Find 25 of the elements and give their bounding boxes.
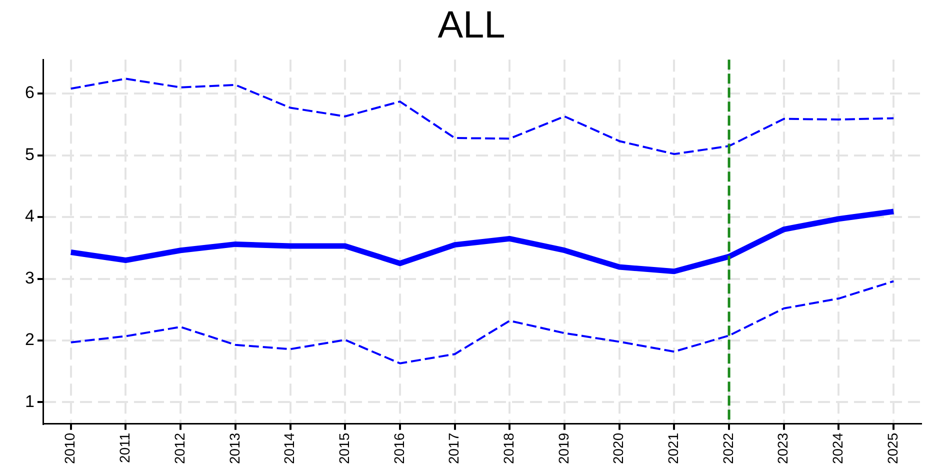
chart-title: ALL — [438, 4, 506, 46]
x-tick-label: 2015 — [336, 432, 352, 464]
x-tick-label: 2010 — [62, 432, 78, 464]
x-tick-label: 2020 — [610, 432, 626, 464]
x-tick-label: 2017 — [446, 432, 462, 464]
x-tick-label: 2011 — [116, 432, 133, 463]
x-tick-label: 2019 — [555, 432, 572, 464]
y-tick-label: 3 — [24, 268, 34, 288]
y-tick-label: 5 — [24, 144, 34, 164]
x-tick-label: 2025 — [884, 432, 900, 464]
y-tick-label: 1 — [24, 392, 34, 411]
x-tick-label: 2013 — [226, 432, 242, 464]
x-tick-label: 2024 — [830, 432, 846, 464]
x-tick-label: 2023 — [774, 432, 791, 464]
x-tick-label: 2022 — [720, 432, 736, 464]
x-tick-label: 2018 — [500, 432, 517, 464]
y-tick-label: 6 — [24, 83, 34, 102]
x-tick-label: 2012 — [171, 432, 188, 464]
line-series — [70, 280, 895, 364]
x-tick-label: 2021 — [665, 432, 682, 464]
y-tick-label: 4 — [24, 206, 34, 226]
x-tick-label: 2016 — [390, 432, 407, 464]
y-tick-label: 2 — [24, 330, 34, 350]
line-series — [70, 78, 895, 156]
x-tick-label: 2014 — [281, 432, 298, 464]
